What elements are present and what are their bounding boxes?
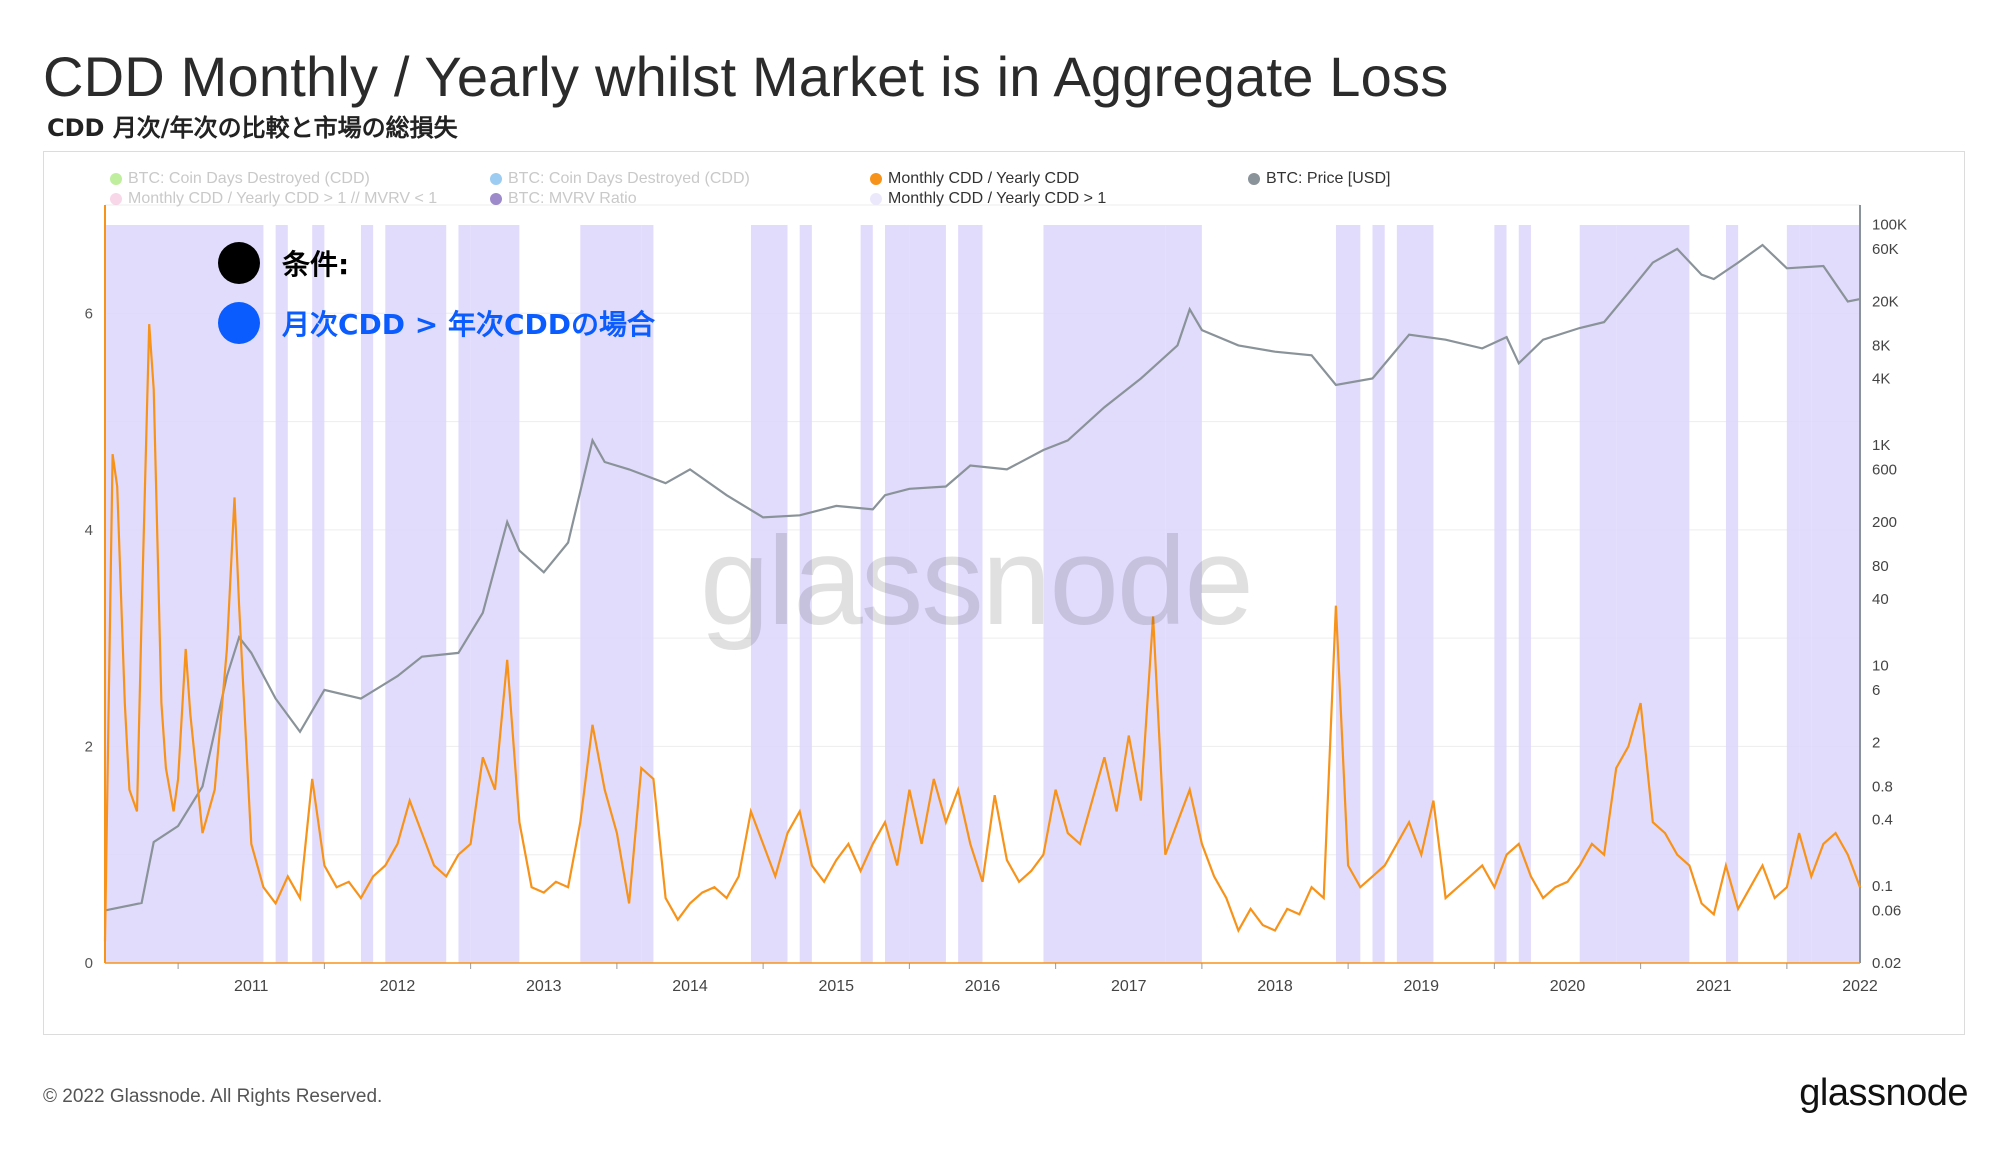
highlight-band [105,225,264,963]
y-right-tick-label: 8K [1872,337,1890,354]
x-tick-label: 2015 [818,978,854,995]
y-right-tick-label: 100K [1872,216,1907,233]
highlight-band [1494,225,1507,963]
series-line-btc-price [104,243,1861,912]
highlight-band [1043,225,1166,963]
legend-item[interactable]: Monthly CDD / Yearly CDD > 1 [870,190,1106,208]
highlight-band [1786,225,1800,963]
y-left-tick-label: 6 [85,305,93,322]
annotation-monthly-gt-yearly: 月次CDD > 年次CDDの場合 [218,302,655,344]
y-right-tick-label: 80 [1872,558,1889,575]
y-right-tick-label: 60K [1872,241,1899,258]
blue-bullet-icon [218,302,260,344]
highlight-band [385,225,398,963]
highlight-band [1811,225,1860,963]
highlight-band [909,225,946,963]
highlight-band [397,225,447,963]
highlight-band [312,225,325,963]
legend-item[interactable]: BTC: Price [USD] [1248,170,1390,188]
y-right-tick-label: 600 [1872,461,1897,478]
legend-item[interactable]: Monthly CDD / Yearly CDD > 1 // MVRV < 1 [110,190,437,208]
x-tick-label: 2016 [965,978,1001,995]
highlight-band [799,225,812,963]
highlight-band [1518,225,1531,963]
y-right-tick-label: 20K [1872,293,1899,310]
legend-dot-icon [870,193,882,205]
highlight-band [360,225,374,963]
y-right-tick-label: 1K [1872,437,1890,454]
x-tick-label: 2022 [1842,978,1878,995]
y-right-tick-label: 0.8 [1872,778,1893,795]
legend-dot-icon [490,193,502,205]
legend-label: BTC: MVRV Ratio [508,190,637,207]
y-right-tick-label: 2 [1872,734,1880,751]
x-tick-label: 2019 [1403,978,1439,995]
page-subtitle: CDD 月次/年次の比較と市場の総損失 [47,114,458,142]
series-line-monthly-yearly-cdd [103,324,1862,942]
highlight-band [641,225,654,963]
chart-frame [43,151,1965,1035]
annotation-condition: 条件: [218,242,349,284]
legend-item[interactable]: BTC: Coin Days Destroyed (CDD) [110,170,370,188]
x-tick-label: 2012 [380,978,416,995]
y-left-tick-label: 2 [85,738,93,755]
legend-dot-icon [1248,173,1260,185]
y-left-tick-label: 0 [85,955,93,972]
x-tick-label: 2020 [1550,978,1586,995]
highlight-band [1725,225,1739,963]
x-tick-label: 2013 [526,978,562,995]
legend-label: BTC: Coin Days Destroyed (CDD) [508,170,750,187]
black-bullet-icon [218,242,260,284]
x-tick-label: 2017 [1111,978,1147,995]
y-right-tick-label: 40 [1872,591,1889,608]
y-right-tick-label: 0.02 [1872,955,1901,972]
y-right-tick-label: 4K [1872,371,1890,388]
highlight-band [1579,225,1617,963]
legend-label: Monthly CDD / Yearly CDD > 1 // MVRV < 1 [128,190,438,207]
highlight-band [1335,225,1361,963]
highlight-band [750,225,788,963]
glassnode-logo: glassnode [1799,1072,1968,1114]
legend-label: Monthly CDD / Yearly CDD [888,170,1080,187]
highlight-band [458,225,471,963]
highlight-band [1372,225,1385,963]
y-left-tick-label: 4 [85,522,93,539]
y-right-tick-label: 0.06 [1872,902,1901,919]
annotation-text: 条件: [282,248,350,281]
highlight-band [860,225,873,963]
legend-label: Monthly CDD / Yearly CDD > 1 [888,190,1107,207]
legend-dot-icon [870,173,882,185]
legend-label: BTC: Coin Days Destroyed (CDD) [128,170,370,187]
legend-item[interactable]: BTC: MVRV Ratio [490,190,637,208]
y-right-tick-label: 0.1 [1872,878,1893,895]
x-tick-label: 2021 [1696,978,1732,995]
x-tick-label: 2018 [1257,978,1293,995]
annotation-text: 月次CDD > 年次CDDの場合 [282,308,656,341]
x-tick-label: 2014 [672,978,708,995]
legend-item[interactable]: Monthly CDD / Yearly CDD [870,170,1079,188]
y-right-tick-label: 10 [1872,657,1889,674]
copyright-text: © 2022 Glassnode. All Rights Reserved. [43,1086,383,1107]
highlight-band [580,225,642,963]
highlight-band [275,225,288,963]
legend-label: BTC: Price [USD] [1266,170,1391,187]
legend-dot-icon [110,193,122,205]
highlight-band [1799,225,1812,963]
y-right-tick-label: 0.4 [1872,812,1893,829]
highlight-band [470,225,520,963]
y-right-tick-label: 6 [1872,682,1880,699]
legend-dot-icon [110,173,122,185]
page-title: CDD Monthly / Yearly whilst Market is in… [43,45,1449,108]
watermark-logo: glassnode [700,512,1254,651]
y-right-tick-label: 200 [1872,514,1897,531]
legend-dot-icon [490,173,502,185]
highlight-band [1616,225,1690,963]
x-tick-label: 2011 [234,978,269,995]
legend-item[interactable]: BTC: Coin Days Destroyed (CDD) [490,170,750,188]
